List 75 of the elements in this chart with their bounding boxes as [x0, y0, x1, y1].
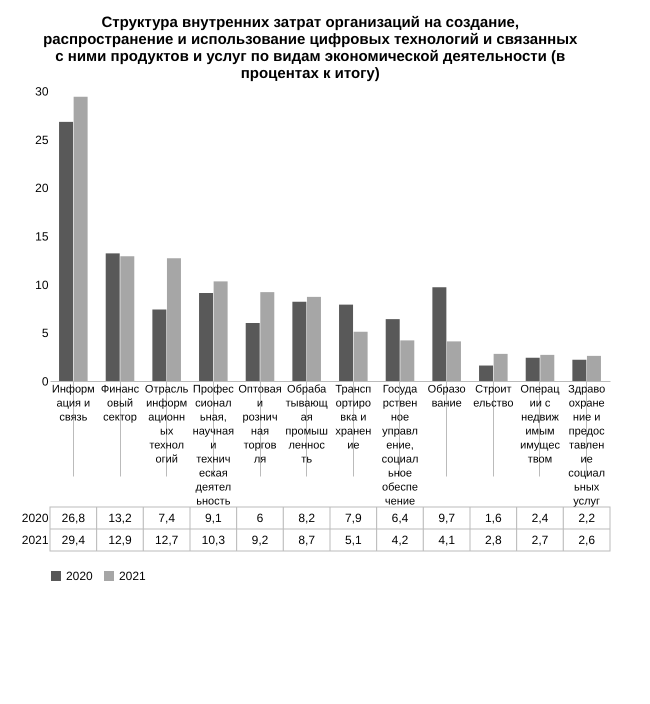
y-tick-label: 30	[35, 84, 49, 98]
y-tick-label: 20	[35, 181, 49, 196]
data-label: 29,4	[62, 533, 86, 547]
data-label: 2,7	[532, 533, 549, 547]
category-label: Здравоохранение и предоставление социальных услуг	[568, 384, 606, 508]
text: 2021	[22, 533, 48, 547]
y-tick-label: 15	[35, 230, 49, 244]
bar	[386, 319, 400, 381]
data-label: 9,2	[252, 533, 269, 547]
x-tick-label: Информация и связь	[52, 384, 95, 424]
data-label: 6,4	[392, 511, 409, 525]
x-tick-label: Образование	[428, 384, 466, 410]
x-tick-label: Отрасль информационных технологий	[144, 384, 189, 466]
bar	[260, 292, 274, 381]
bar	[494, 354, 508, 381]
text: процентах к итогу)	[240, 65, 380, 82]
bar	[586, 356, 601, 381]
data-label: 5,1	[344, 533, 362, 547]
data-label: 6	[256, 511, 264, 525]
data-label: 2,2	[578, 511, 596, 525]
bar	[540, 354, 554, 381]
y-tick-label: 25	[35, 132, 49, 147]
bar	[432, 287, 446, 381]
y-tick-label: 5	[42, 326, 49, 340]
data-label: 7,9	[344, 511, 362, 525]
bar	[354, 332, 368, 381]
data-label: 9,1	[204, 511, 222, 525]
data-label: 10,3	[202, 533, 226, 547]
x-tick-label: Операции с недвижимым имуществом	[520, 384, 560, 466]
data-label: 13,2	[108, 511, 132, 525]
y-tick-label: 0	[42, 374, 49, 388]
bar	[106, 253, 120, 381]
x-tick-label: Финансовый сектор	[100, 384, 140, 424]
data-label: 1,6	[484, 511, 502, 525]
bar	[120, 256, 134, 381]
x-tick-label: Строительство	[473, 384, 514, 410]
bar	[572, 360, 586, 381]
data-label: 2,8	[484, 533, 502, 547]
x-tick-label: Транспортировка и хранение	[335, 384, 372, 452]
text: распространение и использование цифровых технологий и связанных	[43, 31, 578, 48]
bar	[166, 258, 181, 381]
x-tick-label: Оптовая и розничная торговля	[238, 384, 282, 466]
text: Структура внутренних затрат организаций на создание,	[101, 14, 520, 31]
category-label: Профессиональная, научная и техническая деятельность	[192, 384, 234, 508]
data-label: 26,8	[62, 511, 86, 525]
category-label: Государственное управление, социальное обеспечение	[382, 384, 418, 508]
data-label: 9,7	[438, 511, 456, 525]
data-label: 4,1	[438, 533, 456, 547]
legend-label: 2021	[119, 569, 146, 583]
data-label: 12,9	[108, 533, 132, 547]
bar	[74, 96, 88, 381]
bar	[59, 122, 74, 381]
data-label: 8,2	[298, 511, 316, 525]
bar	[339, 304, 354, 381]
data-label: 2,6	[578, 533, 596, 547]
bar	[199, 293, 214, 381]
bar	[292, 302, 306, 381]
data-label: 8,7	[298, 533, 316, 547]
bar	[479, 366, 494, 381]
y-tick-label: 10	[35, 278, 49, 292]
bar	[306, 296, 321, 381]
bar	[526, 358, 540, 381]
data-label: 7,4	[158, 511, 176, 525]
bar	[214, 281, 228, 381]
legend-label: 2020	[66, 569, 94, 583]
data-label: 12,7	[154, 533, 179, 547]
text: 2020	[22, 511, 48, 525]
bar	[246, 323, 260, 381]
data-label: 4,2	[392, 533, 409, 547]
bar	[152, 309, 166, 381]
bar	[446, 341, 461, 381]
bar	[400, 340, 414, 381]
x-tick-label: Обрабатывающая промышленность	[285, 384, 328, 466]
text: с ними продуктов и услуг по видам экономической деятельности (в	[55, 48, 566, 65]
data-label: 2,4	[532, 511, 549, 525]
